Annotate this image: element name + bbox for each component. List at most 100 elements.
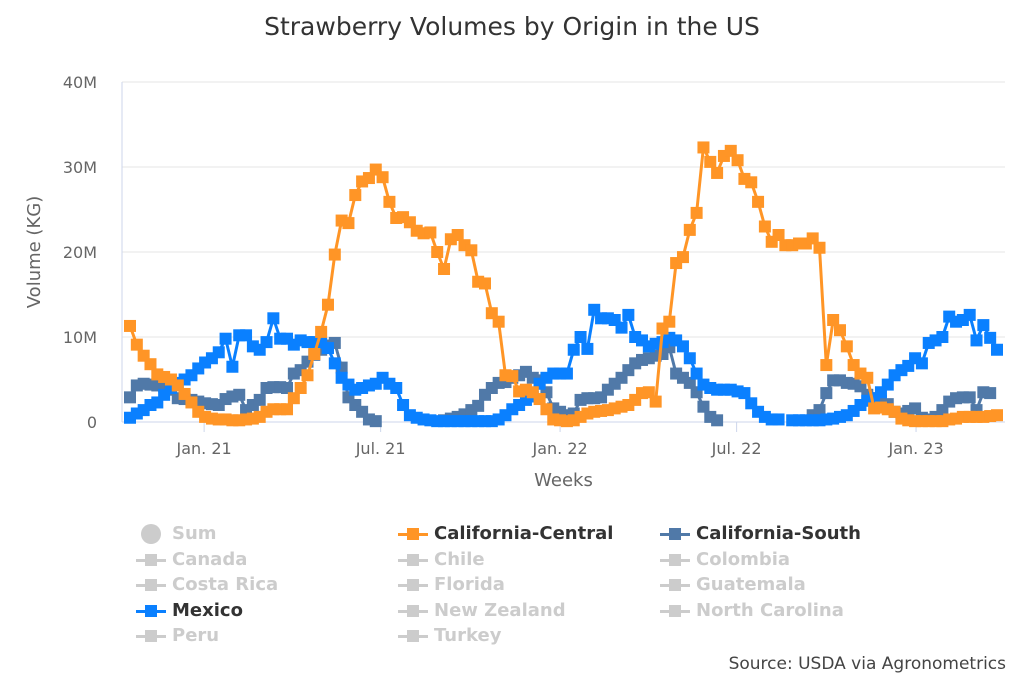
data-point-mexico: [881, 378, 894, 391]
y-tick-label: 20M: [63, 243, 97, 262]
data-point-california-south: [813, 404, 826, 417]
legend-item-colombia[interactable]: Colombia: [660, 548, 790, 572]
data-point-california-central: [321, 298, 334, 311]
x-tick-label: Jan. 23: [887, 439, 943, 458]
legend-item-california-south[interactable]: California-South: [660, 522, 861, 546]
data-point-mexico: [328, 357, 341, 370]
data-point-mexico: [915, 357, 928, 370]
data-point-california-central: [540, 403, 553, 416]
data-point-california-central: [308, 348, 321, 360]
legend-circle-icon: [136, 522, 166, 546]
data-point-california-central: [438, 263, 451, 275]
legend-item-turkey[interactable]: Turkey: [398, 624, 501, 648]
data-point-mexico: [676, 340, 689, 353]
legend-item-peru[interactable]: Peru: [136, 624, 219, 648]
data-point-mexico: [506, 403, 519, 416]
legend-square-marker-icon: [660, 599, 690, 623]
data-point-california-central: [342, 217, 355, 230]
legend-square-marker-icon: [660, 522, 690, 546]
x-tick-label: Jan. 21: [176, 439, 232, 458]
data-point-california-central: [649, 395, 662, 408]
data-point-california-central: [690, 206, 703, 219]
data-point-mexico: [574, 331, 587, 343]
data-point-mexico: [267, 312, 280, 325]
data-point-mexico: [936, 331, 949, 343]
data-point-california-central: [861, 371, 874, 384]
data-point-california-central: [301, 369, 314, 382]
data-point-mexico: [970, 334, 983, 347]
data-point-california-south: [963, 391, 976, 404]
data-point-mexico: [615, 321, 628, 334]
data-point-california-central: [287, 392, 300, 405]
data-point-california-central: [328, 248, 341, 261]
data-point-california-south: [369, 415, 382, 428]
legend-label: Turkey: [434, 625, 502, 647]
x-tick-label: Jan. 22: [531, 439, 587, 458]
data-point-california-central: [492, 315, 505, 328]
legend-label: North Carolina: [696, 599, 844, 621]
data-point-california-south: [233, 388, 246, 401]
data-point-california-central: [827, 314, 840, 326]
source-credit: Source: USDA via Agronometrics: [728, 654, 1006, 674]
y-axis-title: Volume (KG): [24, 196, 45, 308]
data-point-mexico: [226, 360, 239, 373]
data-point-california-central: [683, 223, 696, 236]
legend-square-marker-icon: [398, 522, 428, 546]
legend-item-florida[interactable]: Florida: [398, 573, 505, 597]
legend-item-canada[interactable]: Canada: [136, 548, 247, 572]
legend-label: Colombia: [696, 548, 791, 570]
data-point-california-central: [315, 325, 328, 338]
data-point-california-central: [431, 246, 444, 258]
data-point-california-central: [745, 176, 758, 189]
data-point-california-south: [253, 393, 266, 406]
data-point-mexico: [212, 346, 225, 359]
data-point-california-central: [349, 189, 362, 202]
x-tick-label: Jul. 22: [711, 439, 762, 458]
data-point-california-central: [376, 171, 389, 184]
data-point-california-central: [991, 409, 1003, 422]
data-point-california-central: [697, 141, 710, 154]
x-tick-label: Jul. 21: [355, 439, 406, 458]
data-point-california-central: [724, 144, 737, 157]
data-point-mexico: [219, 332, 232, 345]
data-point-california-south: [281, 382, 294, 394]
data-point-california-south: [909, 402, 922, 415]
legend-item-north-carolina[interactable]: North Carolina: [660, 599, 844, 623]
line-chart: 0 10M 20M 30M 40M Jan. 21 Jul. 21 Jan. 22 Jul. 2…: [24, 73, 1005, 491]
data-point-california-central: [130, 338, 143, 351]
data-point-california-central: [758, 220, 771, 233]
data-point-mexico: [683, 352, 696, 365]
data-point-california-central: [506, 370, 519, 383]
data-point-mexico: [390, 382, 403, 394]
legend-item-new-zealand[interactable]: New Zealand: [398, 599, 566, 623]
data-point-mexico: [984, 331, 997, 344]
legend-label: Florida: [434, 574, 505, 596]
data-point-california-central: [451, 229, 464, 241]
legend-label: New Zealand: [434, 599, 566, 621]
legend-square-marker-icon: [660, 548, 690, 572]
legend-square-marker-icon: [136, 548, 166, 572]
data-point-california-central: [294, 382, 307, 394]
legend-label: Canada: [172, 548, 248, 570]
y-tick-label: 10M: [63, 328, 97, 347]
data-point-mexico: [690, 367, 703, 380]
data-point-california-central: [144, 358, 157, 371]
data-point-california-central: [731, 154, 744, 167]
legend-item-guatemala[interactable]: Guatemala: [660, 573, 806, 597]
legend-label: California-Central: [434, 523, 614, 544]
data-point-mexico: [772, 413, 785, 426]
data-point-california-south: [984, 387, 997, 400]
data-point-california-south: [683, 376, 696, 389]
legend-item-mexico[interactable]: Mexico: [136, 599, 243, 623]
data-point-california-central: [424, 226, 437, 239]
data-point-california-central: [478, 277, 491, 290]
legend-item-sum[interactable]: Sum: [136, 522, 217, 546]
legend-item-chile[interactable]: Chile: [398, 548, 485, 572]
legend-square-marker-icon: [398, 624, 428, 648]
data-point-mexico: [240, 329, 253, 342]
legend-square-marker-icon: [398, 548, 428, 572]
data-point-california-central: [704, 155, 717, 168]
legend-item-california-central[interactable]: California-Central: [398, 522, 613, 546]
legend-item-costa-rica[interactable]: Costa Rica: [136, 573, 278, 597]
data-point-california-central: [840, 340, 853, 353]
